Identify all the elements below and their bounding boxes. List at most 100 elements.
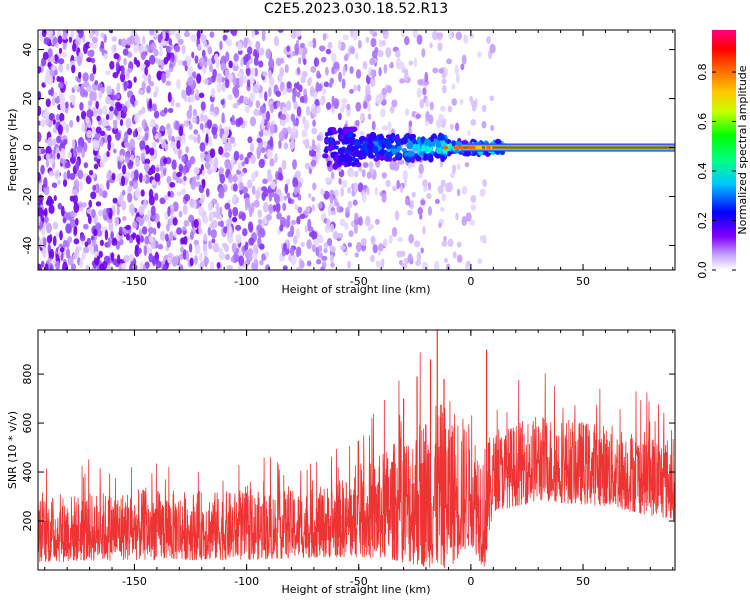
heatmap-cell xyxy=(479,234,486,243)
heatmap-cell xyxy=(222,34,228,41)
heatmap-cell xyxy=(198,206,204,217)
heatmap-cell xyxy=(102,105,108,116)
heatmap-cell xyxy=(111,172,116,181)
top-y-tick-label: 20 xyxy=(21,92,34,106)
heatmap-cell xyxy=(370,254,375,263)
heatmap-cell xyxy=(247,136,253,144)
heatmap-cell xyxy=(67,151,72,159)
heatmap-cell xyxy=(232,183,238,192)
top-axis-ticks: -150 -100 -50 0 50 -40 -20 0 20 40 xyxy=(21,30,675,288)
heatmap-cell xyxy=(276,101,281,108)
heatmap-cell xyxy=(87,49,94,57)
heatmap-cell xyxy=(347,186,352,194)
heatmap-cell xyxy=(171,256,178,267)
heatmap-cell xyxy=(387,121,392,131)
heatmap-cell xyxy=(88,199,92,208)
heatmap-cell xyxy=(209,212,214,219)
heatmap-cell xyxy=(167,91,172,103)
heatmap-cell xyxy=(200,101,206,111)
heatmap-cell xyxy=(58,47,63,54)
heatmap-cell xyxy=(341,98,348,105)
heatmap-cell xyxy=(331,130,338,135)
heatmap-cell xyxy=(38,145,42,156)
heatmap-cell xyxy=(272,204,277,212)
heatmap-cell xyxy=(89,32,94,39)
heatmap-cell xyxy=(67,236,73,244)
heatmap-cell xyxy=(93,228,98,237)
heatmap-cell xyxy=(262,178,268,185)
heatmap-cell xyxy=(123,57,127,66)
heatmap-cell xyxy=(178,163,184,173)
heatmap-cell xyxy=(150,42,157,52)
heatmap-cell xyxy=(106,208,111,214)
heatmap-cell xyxy=(48,113,55,120)
heatmap-cell xyxy=(349,138,356,146)
heatmap-cell xyxy=(82,72,89,82)
heatmap-cell xyxy=(252,244,259,254)
bottom-x-axis-label: Height of straight line (km) xyxy=(281,583,430,596)
heatmap-cell xyxy=(244,241,249,251)
heatmap-cell xyxy=(127,185,133,192)
heatmap-cell xyxy=(191,51,195,59)
heatmap-cell xyxy=(87,100,93,107)
heatmap-cell xyxy=(196,73,202,84)
heatmap-cell xyxy=(66,63,70,71)
heatmap-cell xyxy=(304,162,310,170)
heatmap-cell xyxy=(403,152,408,157)
heatmap-cell xyxy=(440,206,445,212)
heatmap-cell xyxy=(132,232,137,239)
heatmap-cell xyxy=(214,106,220,116)
heatmap-cell xyxy=(142,175,147,182)
heatmap-cell xyxy=(289,141,294,151)
bottom-x-tick-label: 50 xyxy=(576,575,590,588)
heatmap-cell xyxy=(129,138,136,149)
heatmap-cell xyxy=(278,174,284,181)
heatmap-cell xyxy=(470,204,477,211)
heatmap-cell xyxy=(62,178,68,188)
heatmap-cell xyxy=(279,57,285,64)
heatmap-cell xyxy=(144,158,151,165)
heatmap-cell xyxy=(151,179,156,186)
heatmap-cell xyxy=(249,116,257,127)
heatmap-cell xyxy=(454,149,460,154)
heatmap-cell xyxy=(377,243,384,252)
heatmap-cell xyxy=(437,185,444,195)
heatmap-cell xyxy=(166,46,172,53)
heatmap-cell xyxy=(249,142,255,152)
heatmap-cell xyxy=(55,42,59,49)
heatmap-cell xyxy=(463,149,472,157)
heatmap-cell xyxy=(368,223,375,230)
heatmap-cell xyxy=(252,251,258,260)
heatmap-cell xyxy=(226,264,233,270)
heatmap-cell xyxy=(230,119,236,126)
heatmap-cell xyxy=(176,78,181,90)
colorbar-gradient xyxy=(712,30,736,270)
heatmap-cell xyxy=(126,80,133,89)
heatmap-cell xyxy=(99,158,105,168)
heatmap-cell xyxy=(349,66,354,74)
heatmap-cell xyxy=(436,148,442,154)
heatmap-cell xyxy=(49,265,54,270)
bottom-axis-ticks: -150 -100 -50 0 50 200 400 600 800 xyxy=(21,330,675,588)
heatmap-cell xyxy=(394,210,400,221)
heatmap-cell xyxy=(424,148,429,154)
heatmap-cell xyxy=(290,254,297,266)
heatmap-cell xyxy=(144,66,148,77)
heatmap-cell xyxy=(238,255,245,266)
heatmap-cell xyxy=(370,69,377,77)
heatmap-cell xyxy=(176,171,182,178)
heatmap-cell xyxy=(316,144,321,154)
heatmap-cell xyxy=(359,131,365,137)
heatmap-cell xyxy=(146,247,153,255)
heatmap-cell xyxy=(173,230,178,238)
heatmap-cell xyxy=(331,95,335,106)
heatmap-cell xyxy=(163,168,167,176)
heatmap-cell xyxy=(427,141,433,148)
heatmap-cell xyxy=(54,53,58,62)
heatmap-cell xyxy=(328,82,333,88)
heatmap-cell xyxy=(153,110,160,119)
heatmap-cell xyxy=(160,65,164,71)
heatmap-cell xyxy=(244,197,250,204)
heatmap-cell xyxy=(183,120,190,127)
heatmap-cell xyxy=(420,247,424,254)
